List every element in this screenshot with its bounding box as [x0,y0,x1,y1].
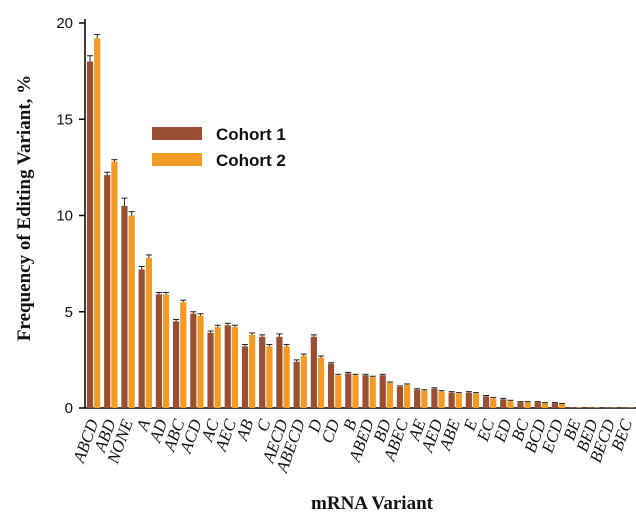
bar-cohort-2 [266,346,272,408]
bar-cohort-1 [225,325,231,408]
bar-cohort-1 [569,407,575,408]
y-tick-label: 20 [56,15,73,32]
bar-cohort-1 [311,337,317,408]
x-tick-label: CD [317,416,343,445]
bar-cohort-1 [242,346,248,408]
bar-cohort-1 [431,389,437,408]
bar-cohort-2 [232,327,238,408]
bar-cohort-1 [449,393,455,408]
legend-swatch-cohort-1 [152,127,202,140]
bar-cohort-2 [559,404,565,408]
bar-cohort-1 [466,393,472,408]
legend: Cohort 1 Cohort 2 [152,125,286,170]
bar-cohort-2 [146,258,152,408]
bar-cohort-1 [139,269,145,408]
bar-cohort-1 [621,408,627,409]
bar-cohort-2 [473,394,479,408]
bar-cohort-2 [94,38,100,408]
bars [87,35,634,409]
legend-label-cohort-2: Cohort 2 [216,151,286,170]
bar-cohort-1 [173,321,179,408]
y-tick-label: 15 [56,111,73,128]
bar-cohort-2 [111,162,117,408]
bar-cohort-1 [517,402,523,408]
bar-cohort-1 [586,407,592,408]
bar-cohort-2 [421,391,427,408]
bar-cohort-2 [352,375,358,408]
bar-cohort-1 [276,337,282,408]
legend-swatch-cohort-2 [152,153,202,166]
bar-cohort-2 [215,327,221,408]
bar-cohort-2 [335,375,341,408]
bar-cohort-1 [500,399,506,408]
bar-cohort-1 [362,375,368,408]
bar-cohort-1 [345,373,351,408]
bar-cohort-1 [328,364,334,408]
y-axis-title: Frequency of Editing Variant, % [14,75,35,341]
bar-cohort-1 [603,408,609,409]
bar-cohort-2 [490,398,496,408]
bar-cohort-2 [163,294,169,408]
bar-cohort-1 [207,333,213,408]
bar-cohort-2 [180,302,186,408]
bar-cohort-1 [294,362,300,408]
bar-cohort-2 [611,408,617,409]
x-axis-title: mRNA Variant [311,493,434,514]
bar-cohort-2 [318,358,324,408]
bar-cohort-2 [525,402,531,408]
bar-cohort-1 [414,390,420,408]
bar-cohort-2 [576,407,582,408]
bar-cohort-1 [190,314,196,408]
x-tick-label: AB [232,416,258,444]
bar-cohort-2 [456,394,462,408]
bar-cohort-2 [301,356,307,408]
bar-cohort-2 [542,403,548,408]
legend-label-cohort-1: Cohort 1 [216,125,286,144]
bar-cohort-2 [438,392,444,408]
bar-cohort-2 [507,401,513,408]
bar-cohort-1 [259,337,265,408]
bar-cohort-2 [387,383,393,408]
bar-cohort-2 [370,377,376,408]
category-labels: ABCDABDNONEAADABCACDACAECABCAECDABECDDCD… [69,416,636,476]
bar-cohort-1 [87,62,93,409]
bar-cohort-1 [380,375,386,408]
y-tick-label: 10 [56,208,73,225]
bar-cohort-2 [197,316,203,408]
bar-cohort-2 [628,408,634,409]
bar-cohort-1 [535,402,541,408]
bar-cohort-2 [284,346,290,408]
bar-cohort-2 [129,216,135,409]
bar-cohort-1 [483,396,489,408]
bar-cohort-1 [156,294,162,408]
y-tick-label: 5 [65,304,73,321]
y-tick-label: 0 [65,400,73,417]
bar-cohort-2 [404,385,410,408]
bar-cohort-2 [249,335,255,408]
bar-cohort-2 [593,407,599,408]
bar-cohort-1 [552,403,558,408]
bar-cohort-1 [104,175,110,408]
bar-cohort-1 [121,206,127,408]
bar-cohort-1 [397,387,403,408]
